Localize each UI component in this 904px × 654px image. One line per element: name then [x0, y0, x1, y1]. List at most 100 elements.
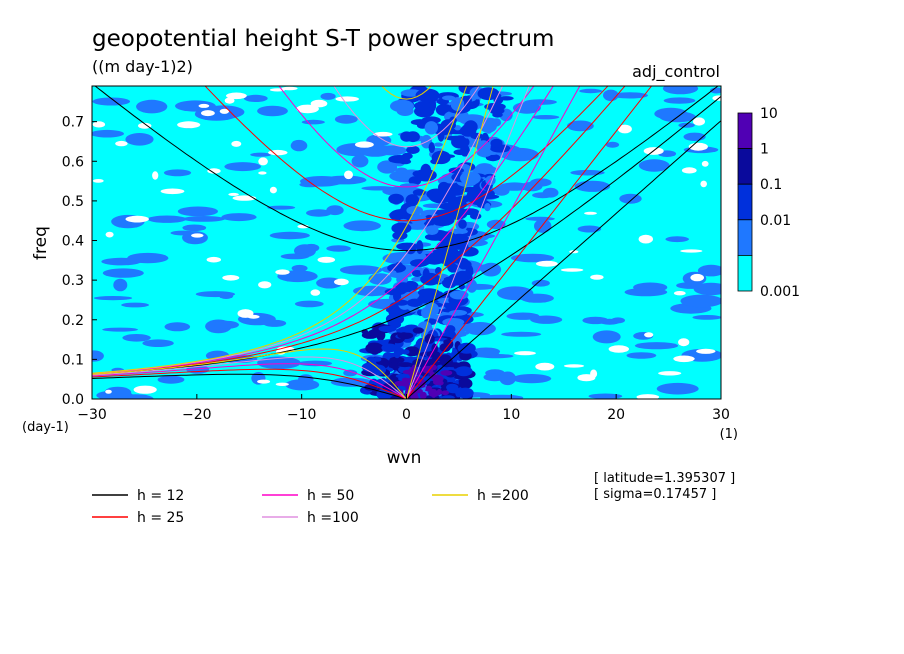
- power-cell: [484, 203, 491, 212]
- power-cell: [389, 356, 405, 364]
- power-cell: [626, 352, 657, 359]
- power-cell: [506, 312, 540, 320]
- power-cell: [491, 147, 510, 153]
- power-cell: [458, 219, 467, 229]
- power-cell: [333, 377, 355, 384]
- power-cell: [475, 163, 494, 173]
- power-cell: [355, 141, 374, 148]
- power-cell: [700, 180, 707, 188]
- power-cell: [406, 145, 420, 154]
- colorbar-swatch: [737, 219, 753, 256]
- power-cell: [258, 171, 267, 175]
- x-tick-label: −30: [77, 407, 107, 423]
- power-cell: [164, 322, 191, 332]
- power-cell: [510, 253, 555, 263]
- kelvin-wave-curve: [406, 86, 581, 399]
- power-cell: [465, 264, 474, 278]
- power-cell: [656, 382, 699, 395]
- power-cell: [310, 289, 321, 296]
- y-tick-label: 0.6: [62, 154, 84, 170]
- power-cell: [638, 159, 670, 172]
- power-cell: [446, 388, 467, 394]
- chart-subtitle: ((m day-1)2): [92, 57, 193, 76]
- power-cell: [323, 175, 367, 185]
- power-cell: [393, 349, 401, 359]
- power-cell: [294, 300, 324, 308]
- power-cell: [417, 284, 425, 291]
- power-cell: [93, 296, 133, 301]
- power-cell: [125, 215, 149, 223]
- power-cell: [430, 214, 455, 227]
- power-cell: [411, 270, 423, 277]
- power-cell: [701, 160, 709, 167]
- power-cell: [376, 145, 407, 156]
- power-cell: [673, 355, 695, 363]
- x-tick-label: 20: [607, 407, 625, 423]
- power-cell: [292, 140, 305, 146]
- power-cell: [147, 215, 187, 223]
- power-cell: [525, 216, 555, 221]
- power-cell: [426, 350, 441, 358]
- power-cell: [611, 317, 625, 324]
- inertia-gravity-curve: [381, 86, 432, 100]
- colorbar-swatch: [737, 183, 753, 221]
- colorbar-swatch: [737, 112, 753, 149]
- power-cell: [442, 95, 456, 101]
- power-cell: [665, 236, 689, 243]
- mrg-wave-curve: [92, 86, 626, 375]
- power-cell: [531, 279, 550, 287]
- power-cell: [514, 351, 536, 356]
- chart-title: geopotential height S-T power spectrum: [92, 26, 554, 52]
- power-cell: [560, 268, 584, 272]
- power-cell: [696, 348, 716, 354]
- y-tick-label: 0.5: [62, 194, 84, 210]
- power-cell: [491, 118, 502, 127]
- power-cell: [678, 122, 695, 128]
- power-cell: [125, 133, 154, 146]
- power-cell: [574, 180, 611, 192]
- power-cell: [406, 298, 423, 307]
- power-cell: [662, 86, 699, 95]
- rossby-wave-curve: [92, 348, 407, 399]
- power-cell: [592, 330, 621, 344]
- power-cell: [195, 291, 236, 298]
- power-cell: [269, 231, 310, 240]
- latitude-annotation: [ latitude=1.395307 ]: [594, 471, 735, 486]
- power-cell: [410, 395, 419, 399]
- power-cell: [481, 88, 498, 99]
- power-cell: [396, 242, 419, 251]
- power-cell: [448, 309, 468, 316]
- power-cell: [394, 261, 404, 273]
- power-cell: [317, 256, 336, 263]
- power-cell: [334, 114, 358, 124]
- y-tick-label: 0.3: [62, 273, 84, 289]
- power-cell: [191, 233, 204, 238]
- power-cell: [226, 92, 247, 100]
- power-cell: [401, 349, 410, 355]
- power-cell: [335, 96, 360, 102]
- power-cell: [122, 334, 151, 342]
- power-cell: [92, 129, 124, 138]
- power-cell: [636, 394, 660, 399]
- power-cell: [377, 160, 398, 174]
- kelvin-wave-curve: [406, 120, 721, 399]
- inertia-gravity-curve: [278, 86, 535, 188]
- power-cell: [388, 193, 404, 205]
- power-cell: [232, 195, 257, 201]
- power-cell: [412, 327, 424, 334]
- power-cell: [438, 181, 450, 194]
- power-cell: [157, 375, 185, 384]
- power-cell: [624, 287, 668, 297]
- y-unit-label: (day-1): [22, 420, 69, 435]
- power-cell: [280, 253, 310, 260]
- power-cell: [536, 260, 558, 267]
- power-cell: [605, 141, 620, 148]
- power-cell: [326, 245, 351, 252]
- legend-label: h =200: [477, 488, 529, 504]
- x-tick-label: 0: [402, 407, 411, 423]
- power-cell: [182, 231, 208, 245]
- power-cell: [454, 125, 461, 131]
- power-cell: [373, 357, 382, 362]
- power-cell: [579, 88, 602, 94]
